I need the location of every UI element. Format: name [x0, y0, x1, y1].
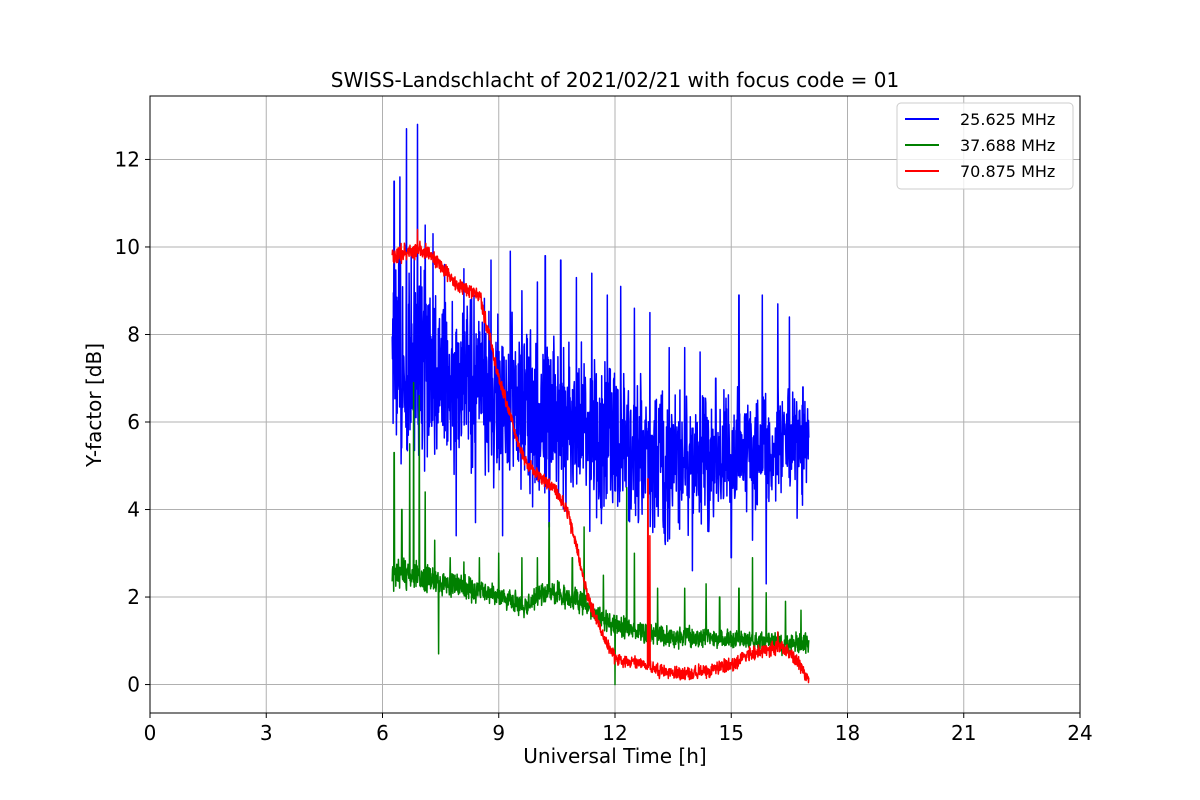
series-line-3	[391, 228, 810, 684]
legend-label: 37.688 MHz	[960, 136, 1055, 155]
legend-label: 25.625 MHz	[960, 110, 1055, 129]
y-tick-label: 10	[115, 235, 140, 259]
y-tick-label: 12	[115, 147, 140, 171]
y-axis-label: Y-factor [dB]	[82, 343, 106, 468]
x-tick-label: 18	[835, 721, 860, 745]
legend-frame	[896, 102, 1074, 190]
chart-title: SWISS-Landschlacht of 2021/02/21 with fo…	[331, 68, 899, 92]
y-tick-label: 0	[127, 673, 140, 697]
y-tick-label: 4	[127, 498, 140, 522]
x-tick-label: 12	[602, 721, 627, 745]
series-layer	[391, 123, 810, 686]
x-axis-label: Universal Time [h]	[523, 744, 706, 768]
legend-label: 70.875 MHz	[960, 162, 1055, 181]
x-tick-label: 21	[951, 721, 976, 745]
series-line-2	[391, 381, 810, 686]
y-tick-label: 8	[127, 322, 140, 346]
y-tick-label: 2	[127, 585, 140, 609]
x-tick-label: 24	[1067, 721, 1092, 745]
y-tick-label: 6	[127, 410, 140, 434]
x-tick-label: 3	[260, 721, 273, 745]
x-tick-label: 6	[376, 721, 389, 745]
x-tick-label: 15	[719, 721, 744, 745]
x-tick-label: 0	[144, 721, 157, 745]
x-tick-label: 9	[492, 721, 505, 745]
legend: 25.625 MHz 37.688 MHz 70.875 MHz	[896, 102, 1074, 190]
series-line-1	[391, 123, 810, 585]
